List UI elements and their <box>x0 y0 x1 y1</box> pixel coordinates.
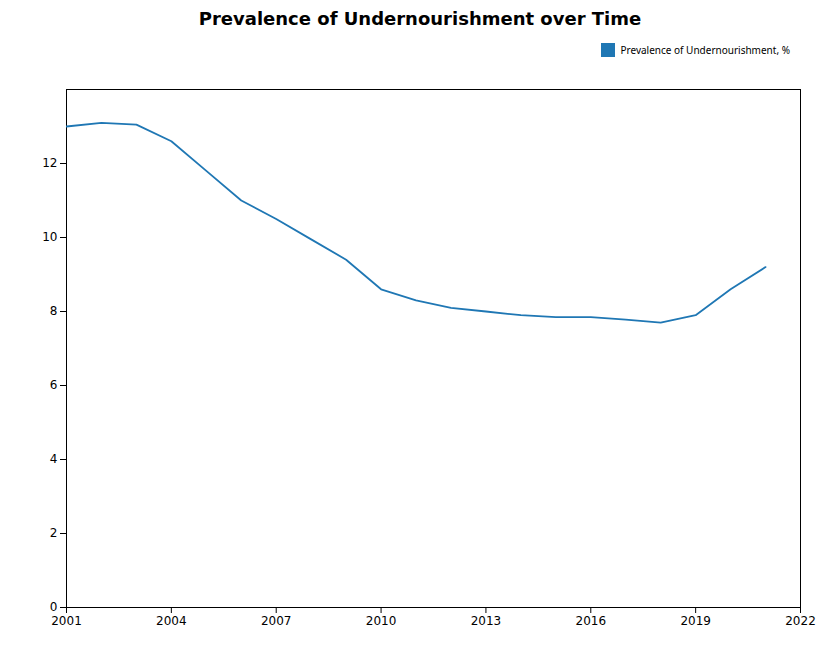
svg-text:2013: 2013 <box>471 614 502 628</box>
svg-text:4: 4 <box>50 452 58 466</box>
svg-text:10: 10 <box>42 230 57 244</box>
svg-text:8: 8 <box>50 304 58 318</box>
svg-text:12: 12 <box>42 156 57 170</box>
svg-text:0: 0 <box>50 600 58 614</box>
svg-text:2001: 2001 <box>51 614 82 628</box>
svg-text:2019: 2019 <box>680 614 711 628</box>
html-text:Prevalence of Undernourishment: Prevalence of Undernourishment over Time <box>198 8 642 29</box>
svg-text:2022: 2022 <box>785 614 816 628</box>
svg-text:2010: 2010 <box>366 614 397 628</box>
svg-text:2016: 2016 <box>576 614 607 628</box>
svg-text:2: 2 <box>50 526 58 540</box>
svg-text:6: 6 <box>50 378 58 392</box>
svg-text:2004: 2004 <box>156 614 187 628</box>
svg-text:2007: 2007 <box>261 614 292 628</box>
html-text:Prevalence of Undernourishment: Prevalence of Undernourishment, % <box>620 42 790 57</box>
